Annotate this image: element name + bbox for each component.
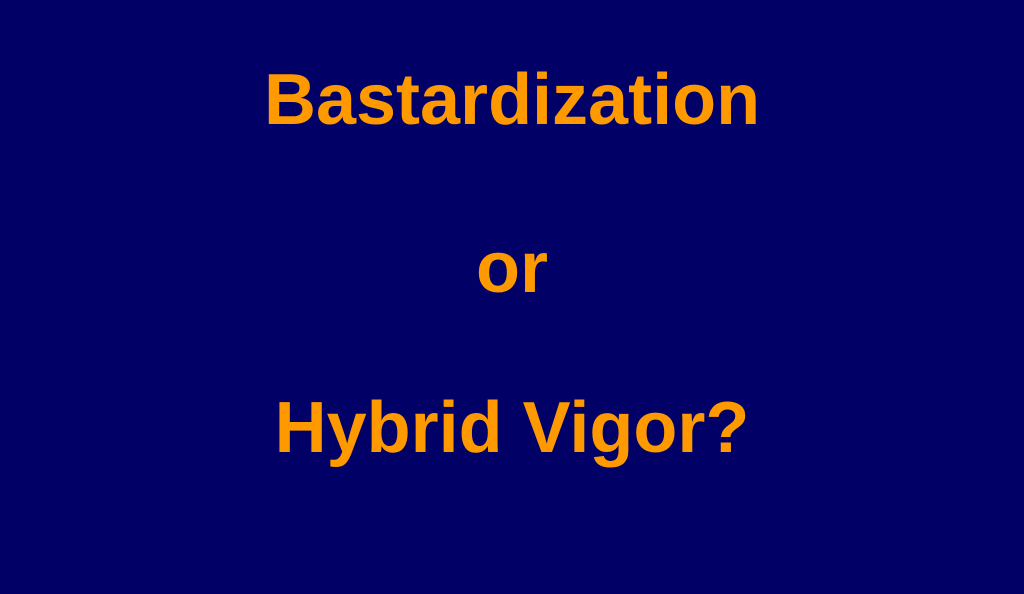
slide-title-line-3: Hybrid Vigor? [274, 388, 750, 468]
slide-title-line-2: or [476, 228, 548, 308]
slide-title-line-1: Bastardization [263, 60, 761, 140]
